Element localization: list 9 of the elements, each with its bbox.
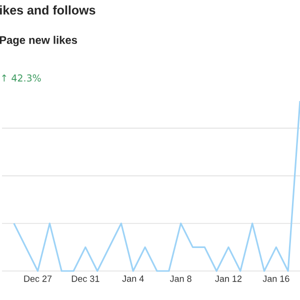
text: ↑ 42.3%: [2, 74, 41, 82]
chart-subtitle: Page new likes: [0, 36, 77, 46]
x-tick-label: Jan 4: [122, 276, 144, 282]
x-tick-label: Jan 8: [170, 276, 192, 282]
x-tick-label: Dec 27: [24, 276, 52, 282]
x-tick-label: Jan 12: [215, 276, 242, 282]
chart-title: ikes and follows: [0, 5, 96, 15]
x-tick-label: Jan 16: [262, 276, 290, 282]
x-tick-label: Dec 31: [72, 276, 100, 282]
